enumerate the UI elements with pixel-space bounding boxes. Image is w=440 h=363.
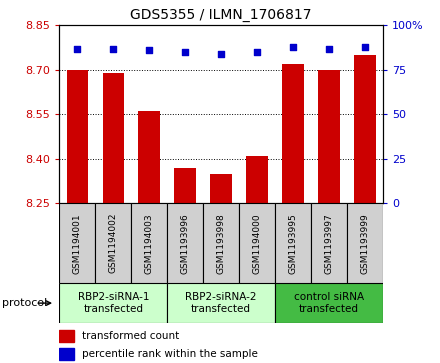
Text: transformed count: transformed count [82,331,179,341]
Point [326,46,333,52]
Text: GSM1194003: GSM1194003 [145,213,154,274]
Text: control siRNA
transfected: control siRNA transfected [294,292,364,314]
Text: GSM1194002: GSM1194002 [109,213,118,273]
Bar [354,55,376,203]
Bar [318,70,340,203]
Bar [59,330,74,342]
Text: GSM1193995: GSM1193995 [289,213,297,274]
Text: GSM1194001: GSM1194001 [73,213,82,274]
Bar [167,283,275,323]
Text: percentile rank within the sample: percentile rank within the sample [82,349,258,359]
Bar [275,283,383,323]
Text: GSM1193996: GSM1193996 [181,213,190,274]
Bar [311,203,347,283]
Bar [167,203,203,283]
Bar [131,203,167,283]
Bar [210,174,232,203]
Bar [246,156,268,203]
Point [182,49,189,55]
Point [253,49,260,55]
Text: protocol: protocol [2,298,48,308]
Point [74,46,81,52]
Bar [59,283,167,323]
Bar [174,168,196,203]
Point [146,48,153,53]
Bar [95,203,131,283]
Title: GDS5355 / ILMN_1706817: GDS5355 / ILMN_1706817 [130,8,312,22]
Text: GSM1194000: GSM1194000 [253,213,261,274]
Point [290,44,297,50]
Bar [347,203,383,283]
Bar [59,348,74,360]
Text: GSM1193999: GSM1193999 [360,213,369,274]
Text: RBP2-siRNA-1
transfected: RBP2-siRNA-1 transfected [77,292,149,314]
Point [218,51,225,57]
Text: GSM1193997: GSM1193997 [324,213,334,274]
Bar [59,203,95,283]
Bar [103,73,124,203]
Bar [282,64,304,203]
Point [110,46,117,52]
Bar [275,203,311,283]
Bar [66,70,88,203]
Bar [139,111,160,203]
Point [361,44,368,50]
Bar [239,203,275,283]
Text: RBP2-siRNA-2
transfected: RBP2-siRNA-2 transfected [185,292,257,314]
Text: GSM1193998: GSM1193998 [216,213,226,274]
Bar [203,203,239,283]
